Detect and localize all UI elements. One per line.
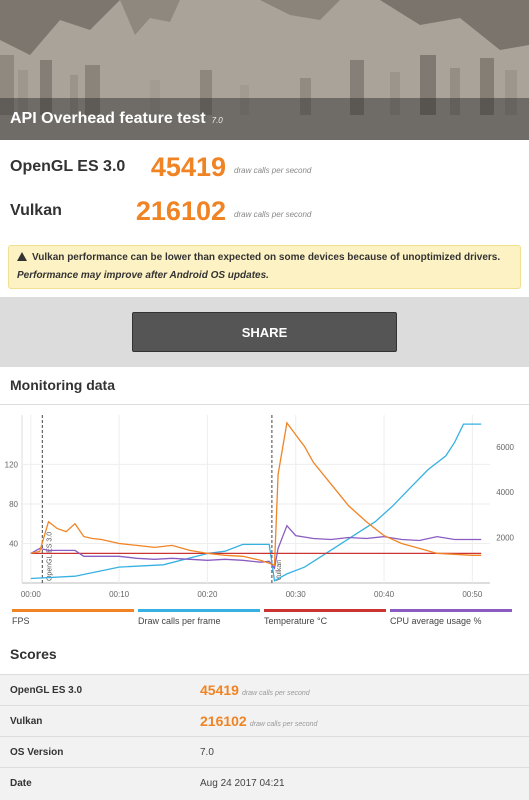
monitoring-chart: 00:00 00:10 00:20 00:30 00:40 00:50 40 80 120 200… — [5, 415, 515, 599]
x-tick-label: 00:30 — [286, 590, 307, 599]
result-unit: draw calls per second — [234, 209, 312, 219]
divider — [0, 404, 529, 405]
test-marker-label: OpenGL ES 3.0 — [46, 532, 53, 581]
x-tick-label: 00:50 — [462, 590, 483, 599]
result-score: 216102 — [135, 195, 226, 226]
series-line — [30, 423, 482, 582]
table-row: OS Version 7.0 — [0, 736, 529, 767]
chart-legend: FPS Draw calls per frame Temperature °C … — [0, 609, 529, 629]
score-unit: draw calls per second — [249, 721, 318, 728]
result-row-opengl: OpenGL ES 3.0 45419 draw calls per secon… — [10, 152, 529, 182]
legend-item-temperature: Temperature °C — [264, 609, 386, 626]
warning-triangle-icon — [17, 252, 27, 261]
score-key: Vulkan — [10, 715, 43, 727]
score-key: Date — [10, 777, 32, 789]
scores-title: Scores — [10, 646, 57, 662]
table-row: Date Aug 24 2017 04:21 — [0, 767, 529, 798]
page-title: API Overhead feature test — [10, 110, 206, 127]
y-left-tick-label: 80 — [9, 500, 18, 509]
test-marker-label: Vulkan — [276, 560, 283, 581]
warning-text: Vulkan performance can be lower than exp… — [32, 252, 501, 263]
table-row: Vulkan 216102 draw calls per second — [0, 705, 529, 736]
y-right-tick-label: 4000 — [496, 488, 514, 497]
hero-title-bar: API Overhead feature test 7.0 — [0, 98, 529, 140]
y-right-tick-label: 6000 — [496, 443, 514, 452]
warning-banner: Vulkan performance can be lower than exp… — [8, 245, 521, 289]
result-unit: draw calls per second — [234, 165, 312, 175]
score-unit: draw calls per second — [241, 690, 310, 697]
hero-banner: API Overhead feature test 7.0 — [0, 0, 529, 140]
monitoring-title: Monitoring data — [10, 377, 115, 393]
score-value: 216102 — [200, 713, 247, 729]
y-left-tick-label: 120 — [5, 460, 19, 469]
x-tick-label: 00:10 — [109, 590, 130, 599]
legend-swatch — [12, 609, 134, 612]
legend-item-fps: FPS — [12, 609, 134, 626]
scores-header: Scores — [0, 637, 529, 674]
table-row: OpenGL ES 3.0 45419 draw calls per secon… — [0, 674, 529, 705]
warning-subtext: Performance may improve after Android OS… — [17, 270, 269, 281]
score-key: OS Version — [10, 746, 64, 758]
legend-label: CPU average usage % — [390, 616, 482, 626]
result-label: OpenGL ES 3.0 — [10, 158, 126, 175]
scores-table: OpenGL ES 3.0 45419 draw calls per secon… — [0, 674, 529, 800]
result-label: Vulkan — [10, 202, 62, 219]
monitoring-chart-container: 00:00 00:10 00:20 00:30 00:40 00:50 40 80 120 200… — [0, 405, 529, 610]
monitoring-section: Monitoring data 00:00 00:10 00:20 00:30 00:4… — [0, 367, 529, 637]
legend-swatch — [138, 609, 260, 612]
x-tick-label: 00:40 — [374, 590, 395, 599]
hero-image — [0, 0, 529, 140]
legend-label: Draw calls per frame — [138, 616, 221, 626]
y-right-tick-label: 2000 — [496, 534, 514, 543]
score-value: Aug 24 2017 04:21 — [200, 777, 285, 789]
legend-label: FPS — [12, 616, 30, 626]
legend-swatch — [390, 609, 512, 612]
result-row-vulkan: Vulkan 216102 draw calls per second — [10, 196, 529, 226]
x-tick-label: 00:20 — [197, 590, 218, 599]
share-button[interactable]: SHARE — [132, 312, 397, 352]
share-area: SHARE — [0, 297, 529, 367]
score-value: 45419 — [200, 682, 239, 698]
legend-item-cpu: CPU average usage % — [390, 609, 512, 626]
series-line — [30, 421, 482, 567]
legend-label: Temperature °C — [264, 616, 328, 626]
score-value: 7.0 — [200, 746, 214, 758]
y-left-tick-label: 40 — [9, 539, 18, 548]
legend-item-draw-calls: Draw calls per frame — [138, 609, 260, 626]
result-score: 45419 — [150, 151, 226, 182]
score-key: OpenGL ES 3.0 — [10, 684, 83, 696]
version-label: 7.0 — [211, 115, 223, 125]
x-tick-label: 00:00 — [21, 590, 42, 599]
legend-swatch — [264, 609, 386, 612]
